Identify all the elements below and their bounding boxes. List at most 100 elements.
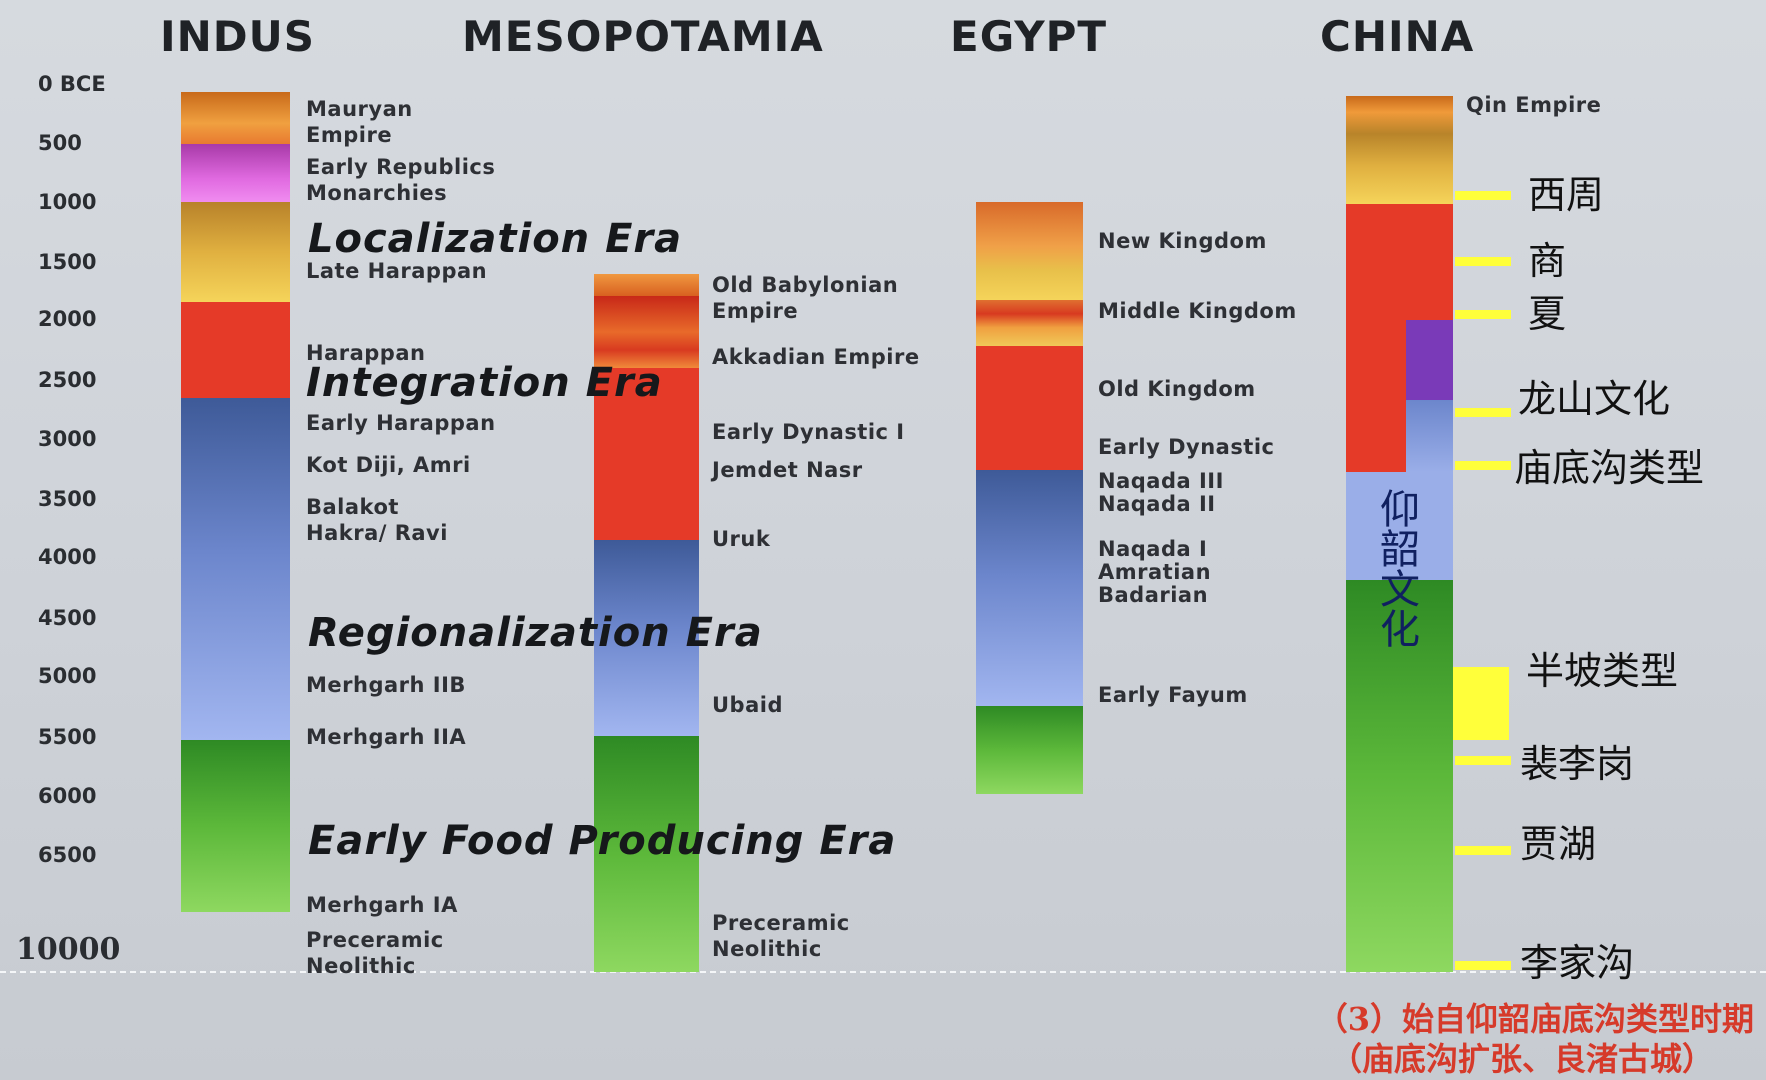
- meso-label: Ubaid: [712, 693, 783, 717]
- indus-seg-regionalization: [181, 398, 290, 740]
- y-tick: 5500: [38, 725, 97, 749]
- china-cjk-label: 龙山文化: [1518, 377, 1671, 421]
- china-cjk-label: 裴李岗: [1520, 742, 1635, 786]
- y-tick: 6000: [38, 784, 97, 808]
- china-cjk-label: 半坡类型: [1526, 649, 1679, 693]
- y-tick: 4500: [38, 606, 97, 630]
- indus-label: Balakot Hakra/ Ravi: [306, 495, 448, 545]
- egypt-column: [976, 202, 1083, 794]
- china-qin-label: Qin Empire: [1466, 93, 1602, 117]
- china-tick: [1455, 191, 1511, 200]
- meso-label: Jemdet Nasr: [712, 458, 863, 482]
- mesopotamia-column: [594, 274, 699, 972]
- egypt-label: Naqada III Naqada II: [1098, 469, 1224, 516]
- china-tick: [1455, 756, 1511, 765]
- y-tick: 1000: [38, 190, 97, 214]
- indus-label: Mauryan Empire: [306, 97, 413, 147]
- baseline-divider: [0, 971, 1766, 973]
- indus-label: Merhgarh IIA: [306, 725, 467, 749]
- title-china: CHINA: [1320, 12, 1475, 61]
- china-seg-longshan-purple: [1406, 320, 1453, 400]
- indus-label: Preceramic Neolithic: [306, 928, 444, 978]
- egypt-seg-naqada: [976, 470, 1083, 706]
- title-indus: INDUS: [160, 12, 315, 61]
- indus-label: Harappan: [306, 341, 426, 365]
- y-tick: 5000: [38, 664, 97, 688]
- china-tick: [1455, 961, 1511, 970]
- y-tick: 0 BCE: [38, 72, 106, 96]
- meso-label: Preceramic Neolithic: [712, 911, 850, 961]
- china-seg-miaodigou: [1406, 400, 1453, 472]
- egypt-label: Naqada I Amratian Badarian: [1098, 537, 1212, 607]
- egypt-label: Middle Kingdom: [1098, 299, 1297, 323]
- y-tick: 3000: [38, 427, 97, 451]
- note-line-2: （庙底沟扩张、良渚古城）: [1329, 1040, 1714, 1078]
- yangshao-char: 仰: [1380, 487, 1420, 533]
- y-tick: 10000: [16, 932, 121, 967]
- egypt-seg-new-kingdom: [976, 202, 1083, 300]
- china-tick: [1455, 461, 1511, 470]
- meso-seg-old-babylonian: [594, 274, 699, 296]
- china-seg-longshan-red: [1346, 320, 1406, 472]
- title-mesopotamia: MESOPOTAMIA: [462, 12, 824, 61]
- china-cjk-label: 商: [1528, 239, 1567, 283]
- china-yangshao-vertical: 仰 韶 文 化: [1370, 490, 1430, 650]
- egypt-label: Early Fayum: [1098, 683, 1248, 707]
- yangshao-char: 韶: [1380, 527, 1420, 573]
- indus-label: Early Harappan: [306, 411, 496, 435]
- china-tick: [1455, 257, 1511, 266]
- china-cjk-label: 西周: [1528, 173, 1605, 217]
- egypt-label: New Kingdom: [1098, 229, 1267, 253]
- china-tick: [1455, 846, 1511, 855]
- egypt-seg-old-kingdom: [976, 346, 1083, 470]
- y-tick: 6500: [38, 843, 97, 867]
- indus-seg-mauryan: [181, 92, 290, 144]
- indus-seg-late-harappan: [181, 202, 290, 302]
- era-regionalization: Regionalization Era: [308, 610, 763, 656]
- meso-label: Akkadian Empire: [712, 345, 920, 369]
- indus-column: [181, 92, 290, 912]
- y-tick: 3500: [38, 487, 97, 511]
- y-tick: 2500: [38, 368, 97, 392]
- egypt-seg-middle-kingdom: [976, 300, 1083, 346]
- indus-label: Late Harappan: [306, 259, 488, 283]
- indus-label: Merhgarh IA: [306, 893, 458, 917]
- y-tick: 1500: [38, 250, 97, 274]
- era-early-food: Early Food Producing Era: [308, 818, 897, 864]
- era-integration: Integration Era: [306, 360, 663, 406]
- china-tick: [1455, 310, 1511, 319]
- indus-seg-harappan: [181, 302, 290, 398]
- title-egypt: EGYPT: [950, 12, 1108, 61]
- egypt-seg-fayum: [976, 706, 1083, 794]
- yangshao-char: 化: [1380, 607, 1420, 653]
- china-banpo-block: [1453, 667, 1509, 740]
- indus-label: Kot Diji, Amri: [306, 453, 471, 477]
- indus-label: Early Republics Monarchies: [306, 155, 496, 205]
- china-cjk-label: 贾湖: [1520, 822, 1597, 866]
- china-cjk-label: 庙底沟类型: [1514, 446, 1705, 490]
- china-column: [1346, 96, 1453, 972]
- yangshao-char: 文: [1380, 567, 1420, 613]
- egypt-label: Old Kingdom: [1098, 377, 1256, 401]
- meso-seg-ubaid: [594, 540, 699, 736]
- china-cjk-label: 李家沟: [1520, 941, 1635, 985]
- note-line-1: （3）始自仰韶庙底沟类型时期: [1315, 1000, 1754, 1038]
- meso-label: Old Babylonian Empire: [712, 273, 899, 323]
- egypt-label: Early Dynastic: [1098, 435, 1275, 459]
- china-tick: [1455, 408, 1511, 417]
- meso-label: Uruk: [712, 527, 771, 551]
- china-seg-qin: [1346, 96, 1453, 204]
- y-tick: 2000: [38, 307, 97, 331]
- china-cjk-label: 夏: [1528, 292, 1567, 336]
- indus-label: Merhgarh IIB: [306, 673, 466, 697]
- indus-seg-early-food: [181, 740, 290, 912]
- indus-seg-republics: [181, 144, 290, 202]
- china-seg-neolithic: [1346, 580, 1453, 972]
- meso-seg-akkadian: [594, 296, 699, 368]
- china-seg-shang-xia: [1346, 204, 1453, 320]
- y-tick: 4000: [38, 545, 97, 569]
- meso-seg-neolithic: [594, 736, 699, 972]
- y-tick: 500: [38, 131, 82, 155]
- era-localization: Localization Era: [308, 216, 683, 262]
- meso-seg-early-dynastic: [594, 368, 699, 540]
